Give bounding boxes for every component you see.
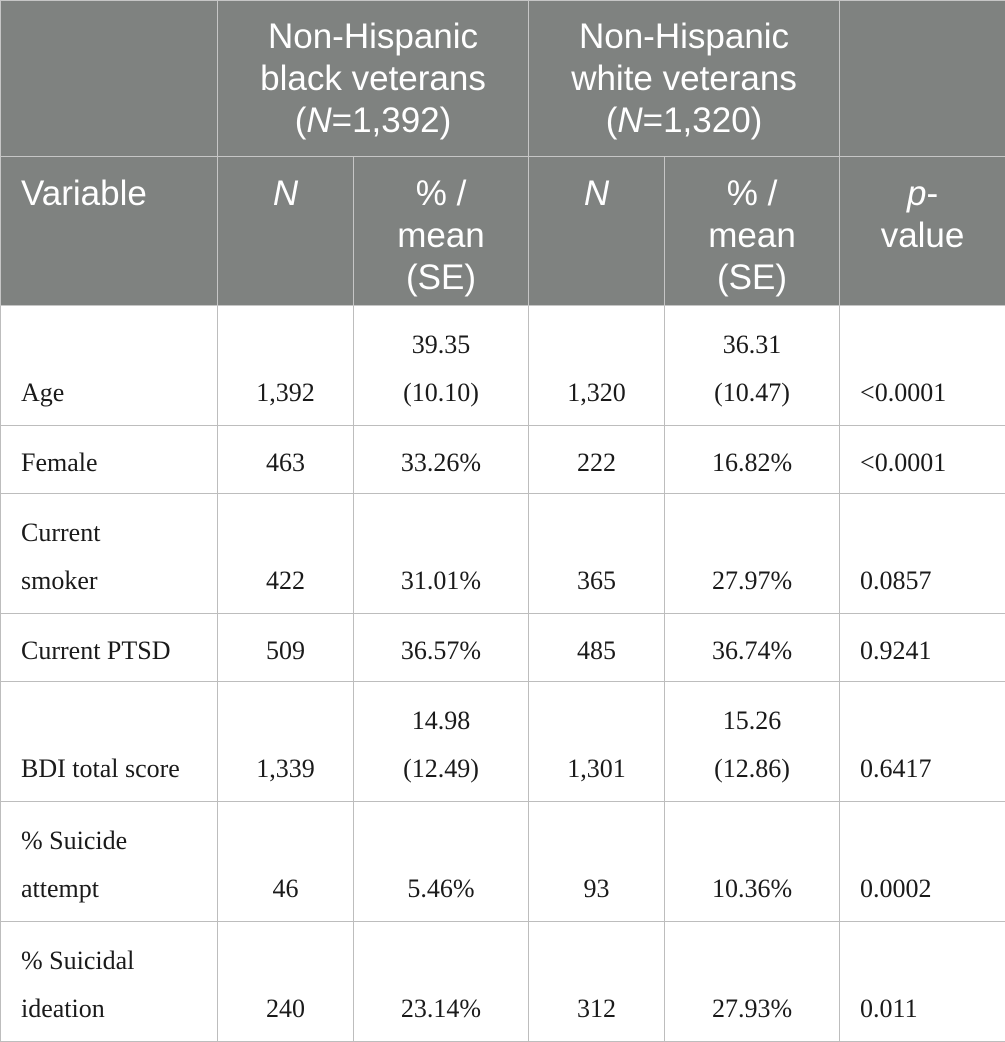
cell-p-value: 0.0002 — [840, 802, 1005, 922]
group-header-black: Non-Hispanic black veterans (N=1,392) — [218, 1, 529, 157]
cell-p-value: 0.0857 — [840, 494, 1005, 614]
cell-n-black: 509 — [218, 614, 354, 682]
cell-n-black: 422 — [218, 494, 354, 614]
col-header-n-black: N — [218, 157, 354, 306]
cell-value-black: 39.35(10.10) — [354, 306, 529, 426]
header-blank-left — [1, 1, 218, 157]
col-header-variable: Variable — [1, 157, 218, 306]
cell-n-white: 93 — [529, 802, 665, 922]
cell-p-value: 0.6417 — [840, 682, 1005, 802]
cell-value-black: 31.01% — [354, 494, 529, 614]
cell-value-black: 14.98(12.49) — [354, 682, 529, 802]
table-row: Age 1,392 39.35(10.10) 1,320 36.31(10.47… — [1, 306, 1005, 426]
cell-n-black: 46 — [218, 802, 354, 922]
cell-p-value: <0.0001 — [840, 306, 1005, 426]
cell-n-white: 312 — [529, 922, 665, 1042]
col-header-pct-white: % / mean (SE) — [665, 157, 840, 306]
group-header-white: Non-Hispanic white veterans (N=1,320) — [529, 1, 840, 157]
cell-value-white: 36.31(10.47) — [665, 306, 840, 426]
cell-value-black: 5.46% — [354, 802, 529, 922]
cell-value-white: 16.82% — [665, 426, 840, 494]
cell-p-value: 0.9241 — [840, 614, 1005, 682]
cell-value-white: 27.93% — [665, 922, 840, 1042]
col-header-pct-black: % / mean (SE) — [354, 157, 529, 306]
cell-n-black: 463 — [218, 426, 354, 494]
header-blank-right — [840, 1, 1005, 157]
cell-n-white: 222 — [529, 426, 665, 494]
cell-n-white: 1,301 — [529, 682, 665, 802]
cell-n-black: 1,392 — [218, 306, 354, 426]
cell-value-black: 33.26% — [354, 426, 529, 494]
table-row: Female 463 33.26% 222 16.82% <0.0001 — [1, 426, 1005, 494]
table-row: BDI total score 1,339 14.98(12.49) 1,301… — [1, 682, 1005, 802]
column-header-row: Variable N % / mean (SE) N % / mean (SE)… — [1, 157, 1005, 306]
cell-n-black: 240 — [218, 922, 354, 1042]
col-header-p-value: p- value — [840, 157, 1005, 306]
cell-value-black: 23.14% — [354, 922, 529, 1042]
cell-value-black: 36.57% — [354, 614, 529, 682]
row-label: Female — [1, 426, 218, 494]
cell-value-white: 15.26(12.86) — [665, 682, 840, 802]
row-label: Age — [1, 306, 218, 426]
cell-n-black: 1,339 — [218, 682, 354, 802]
cell-value-white: 36.74% — [665, 614, 840, 682]
group-header-row: Non-Hispanic black veterans (N=1,392) No… — [1, 1, 1005, 157]
cell-p-value: <0.0001 — [840, 426, 1005, 494]
col-header-n-white: N — [529, 157, 665, 306]
cell-value-white: 27.97% — [665, 494, 840, 614]
cell-n-white: 485 — [529, 614, 665, 682]
row-label: BDI total score — [1, 682, 218, 802]
cell-value-white: 10.36% — [665, 802, 840, 922]
table-row: Current PTSD 509 36.57% 485 36.74% 0.924… — [1, 614, 1005, 682]
row-label: Current PTSD — [1, 614, 218, 682]
cell-p-value: 0.011 — [840, 922, 1005, 1042]
cell-n-white: 365 — [529, 494, 665, 614]
cell-n-white: 1,320 — [529, 306, 665, 426]
